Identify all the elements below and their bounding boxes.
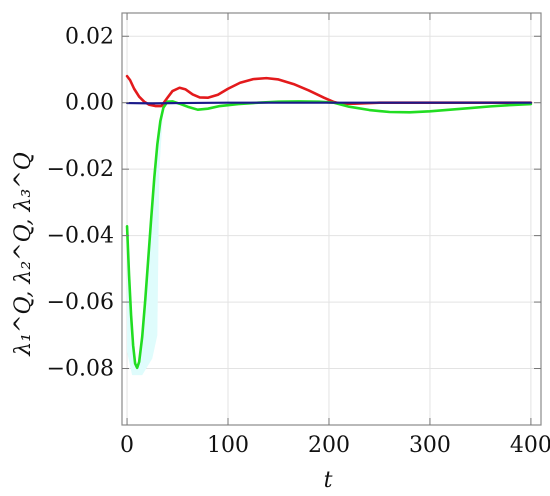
- tick-layer: 0 100 200 300 400 0.02 0.00 −0.02 −0.04 −0.06 −0.0…: [47, 13, 550, 458]
- plot-frame: [121, 12, 542, 426]
- x-tick-label: 300: [409, 433, 451, 458]
- y-tick-label: −0.06: [47, 290, 114, 315]
- series-line-2: [125, 100, 533, 370]
- frame-layer: [121, 12, 542, 426]
- y-axis-label: λ₁^Q, λ₂^Q, λ₃^Q: [11, 152, 36, 356]
- x-tick-label: 200: [308, 433, 350, 458]
- y-tick-label: 0.02: [65, 24, 114, 49]
- grid-layer: [122, 13, 541, 425]
- shaded-region: [127, 107, 164, 376]
- x-axis-label: t: [324, 468, 333, 493]
- x-tick-label: 400: [510, 433, 550, 458]
- x-tick-label: 100: [207, 433, 249, 458]
- y-tick-label: −0.02: [47, 157, 114, 182]
- x-tick-label: 0: [120, 433, 134, 458]
- series-layer: [125, 74, 533, 370]
- series-line-3: [125, 101, 533, 105]
- y-tick-label: −0.08: [47, 357, 114, 382]
- y-tick-label: −0.04: [47, 224, 114, 249]
- shade-layer: [127, 107, 164, 376]
- y-tick-label: 0.00: [65, 91, 114, 116]
